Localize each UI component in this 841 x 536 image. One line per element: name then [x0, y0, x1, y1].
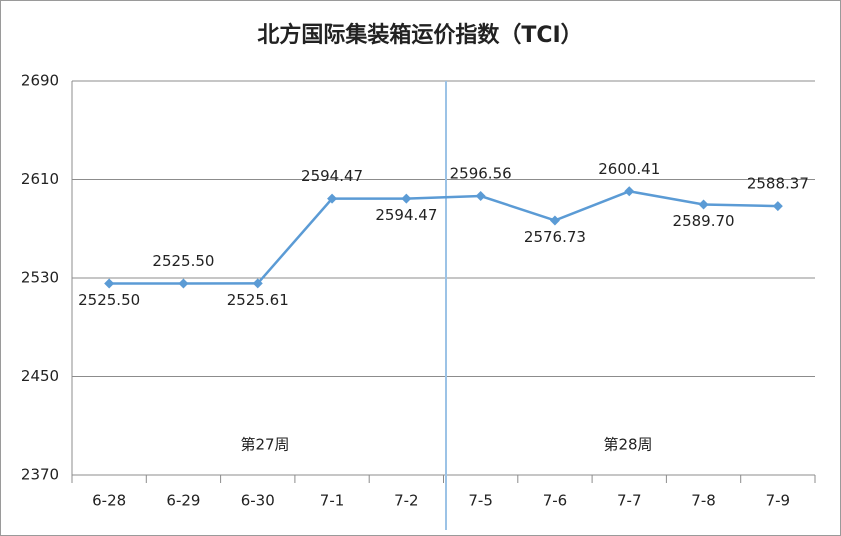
x-tick-label: 6-30	[241, 492, 275, 510]
y-tick-label: 2610	[21, 170, 59, 188]
data-label: 2525.61	[227, 291, 289, 309]
y-tick-label: 2450	[21, 367, 59, 385]
data-label: 2576.73	[524, 228, 586, 246]
x-tick-label: 6-28	[92, 492, 126, 510]
data-point	[252, 278, 263, 289]
data-label: 2600.41	[598, 160, 660, 178]
data-point	[698, 199, 709, 210]
data-point	[549, 215, 560, 226]
y-tick-label: 2690	[21, 72, 59, 90]
annotation: 第27周	[240, 436, 289, 454]
chart-title: 北方国际集装箱运价指数（TCI）	[257, 22, 582, 48]
data-label: 2525.50	[152, 252, 214, 270]
series-line	[109, 190, 778, 285]
x-tick-label: 7-2	[394, 492, 419, 510]
data-label: 2594.47	[301, 167, 363, 185]
data-point	[327, 193, 338, 204]
data-point	[178, 278, 189, 289]
x-tick-label: 7-6	[543, 492, 568, 510]
x-tick-label: 7-9	[766, 492, 791, 510]
data-point	[772, 201, 783, 212]
y-tick-label: 2530	[21, 269, 59, 287]
x-tick-label: 7-1	[320, 492, 345, 510]
data-label: 2589.70	[673, 212, 735, 230]
data-label: 2594.47	[375, 206, 437, 224]
x-tick-label: 7-8	[691, 492, 716, 510]
annotation: 第28周	[603, 436, 652, 454]
data-point	[401, 193, 412, 204]
data-point	[104, 278, 115, 289]
data-label: 2596.56	[450, 165, 512, 183]
data-point	[624, 186, 635, 197]
x-tick-label: 7-7	[617, 492, 642, 510]
y-tick-label: 2370	[21, 466, 59, 484]
x-tick-label: 7-5	[468, 492, 493, 510]
data-point	[475, 191, 486, 202]
x-tick-label: 6-29	[166, 492, 200, 510]
data-label: 2525.50	[78, 291, 140, 309]
data-label: 2588.37	[747, 175, 809, 193]
